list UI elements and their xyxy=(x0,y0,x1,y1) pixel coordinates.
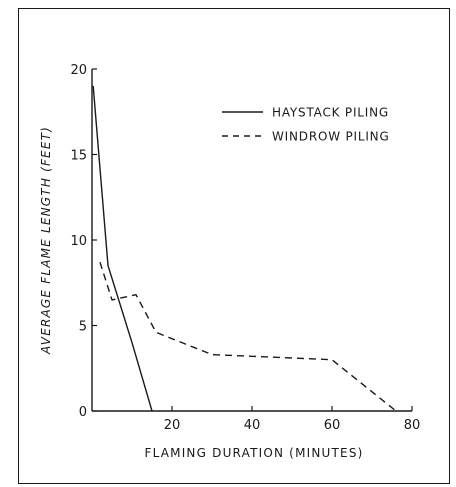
y-tick-label: 10 xyxy=(70,234,87,249)
legend-label-1: HAYSTACK PILING xyxy=(272,106,389,120)
y-tick-label: 20 xyxy=(70,63,87,78)
axes xyxy=(91,69,412,412)
x-tick-label: 40 xyxy=(244,418,261,433)
legend-label-2: WINDROW PILING xyxy=(272,130,390,144)
x-tick-label: 60 xyxy=(324,418,341,433)
ticks: 0 5 10 15 20 20 40 60 80 xyxy=(70,63,420,433)
chart-frame xyxy=(18,8,450,484)
y-axis-title: AVERAGE FLAME LENGTH (FEET) xyxy=(39,126,53,355)
series-layer xyxy=(92,86,397,412)
y-tick-label: 5 xyxy=(79,320,87,335)
x-axis-title: FLAMING DURATION (MINUTES) xyxy=(144,446,363,460)
x-tick-label: 20 xyxy=(164,418,181,433)
x-tick-label: 80 xyxy=(404,418,421,433)
series-line-2 xyxy=(99,261,397,412)
series-line-1 xyxy=(92,86,153,412)
y-tick-label: 0 xyxy=(79,405,87,420)
y-tick-label: 15 xyxy=(70,149,87,164)
legend: HAYSTACK PILING WINDROW PILING xyxy=(222,106,390,144)
